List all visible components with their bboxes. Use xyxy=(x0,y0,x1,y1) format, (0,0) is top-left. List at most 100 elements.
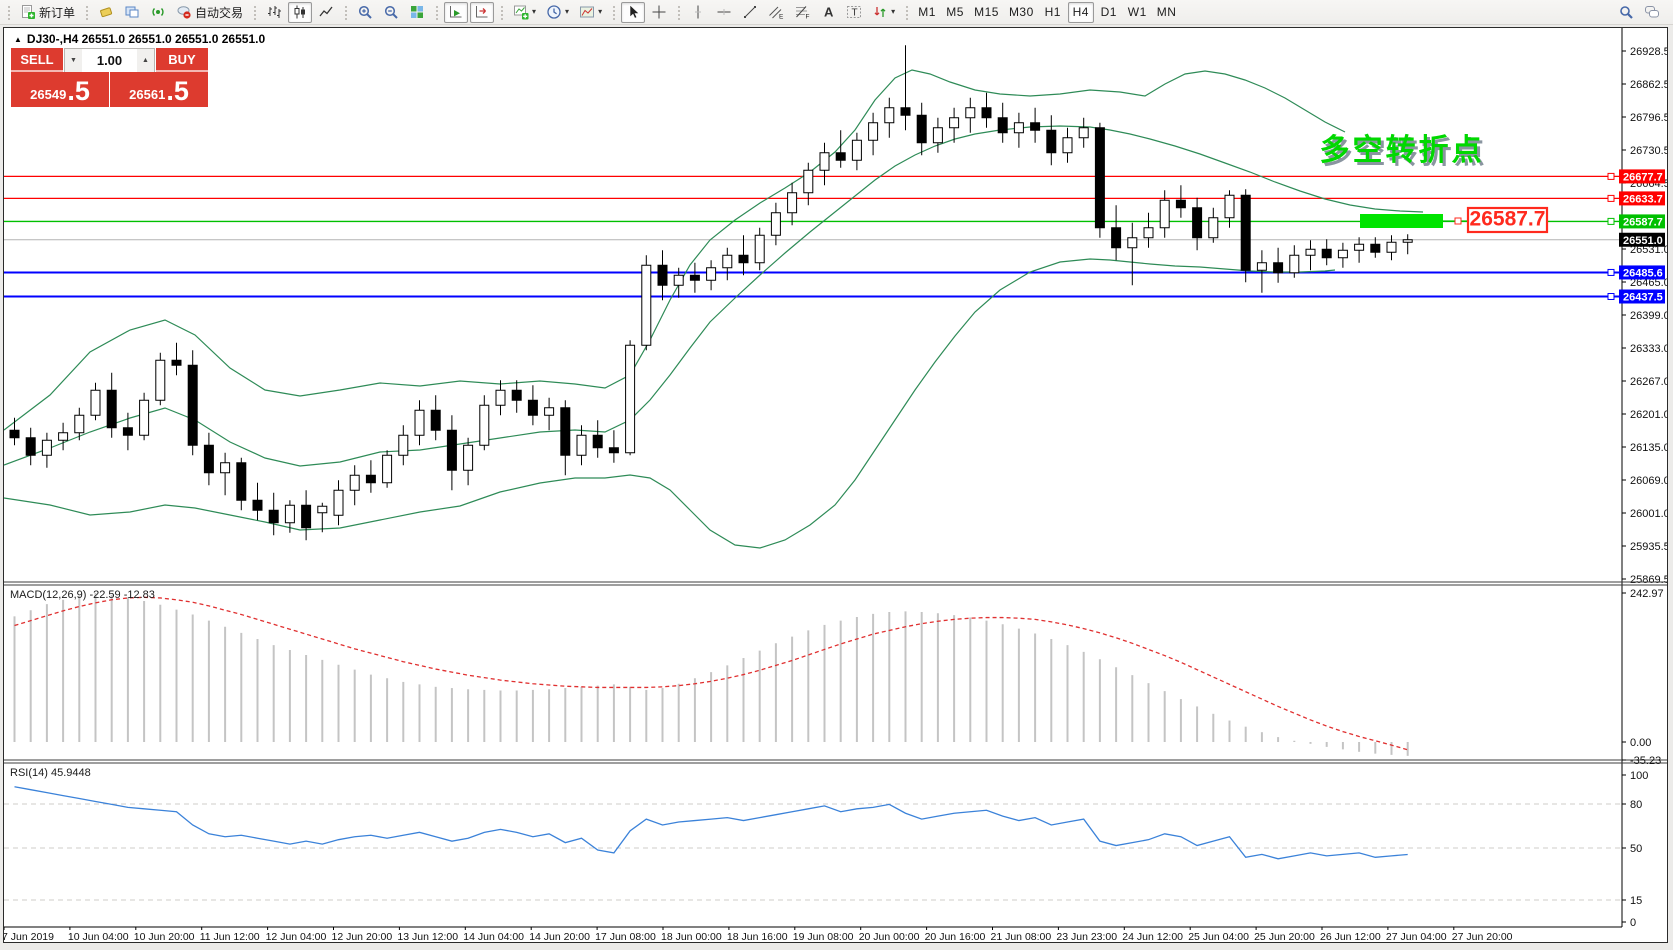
main-toolbar: 新订单 自动交易 ▾ ▾ ▾ E F A T ▾ M1 M5 M15 M30 H1 H4 D1 W1 MN xyxy=(0,0,1673,25)
buy-price-main: 26561 xyxy=(129,87,166,102)
line-endpoint-handle[interactable] xyxy=(1607,293,1615,300)
candle-chart-button[interactable] xyxy=(288,1,313,23)
sell-price[interactable]: 26549 .5 xyxy=(11,72,109,107)
zoom_in-icon xyxy=(358,5,372,19)
one-click-trading-panel: SELL ▼ 1.00 ▲ BUY 26549 .5 26561 .5 xyxy=(11,48,208,107)
buy-price[interactable]: 26561 .5 xyxy=(110,72,208,107)
candle-body xyxy=(479,404,490,446)
candle-body xyxy=(851,139,862,161)
trendline-button[interactable] xyxy=(738,2,762,23)
toolbar-grip[interactable] xyxy=(676,4,682,20)
new-order-button[interactable]: 新订单 xyxy=(16,2,79,23)
collapse-marker-icon[interactable]: ▲ xyxy=(14,34,22,44)
text-button[interactable]: A xyxy=(816,2,840,23)
cursor-button[interactable] xyxy=(621,1,646,23)
chart-shift-button[interactable] xyxy=(470,1,495,23)
zoom-in-button[interactable] xyxy=(353,2,377,23)
price-axis-label: 26069.0 xyxy=(1630,475,1667,487)
time-axis-label: 12 Jun 20:00 xyxy=(332,931,393,942)
tile-windows-button[interactable] xyxy=(405,2,429,23)
toolbar-grip[interactable] xyxy=(6,4,11,20)
new-chart-button[interactable]: ▾ xyxy=(509,2,540,23)
highlight-rectangle[interactable] xyxy=(1360,214,1443,228)
candle-body xyxy=(365,474,376,484)
bar-chart-button[interactable] xyxy=(262,2,286,23)
candle-body xyxy=(1127,237,1138,249)
line-endpoint-handle[interactable] xyxy=(1607,194,1615,202)
timeframe-mn-button[interactable]: MN xyxy=(1153,2,1181,23)
fibonacci-button[interactable]: F xyxy=(790,2,814,23)
price-callout-text: 26587.7 xyxy=(1470,208,1546,231)
channel-button[interactable]: E xyxy=(764,2,788,23)
template-button[interactable]: ▾ xyxy=(575,2,606,23)
arrows-icon xyxy=(874,7,886,17)
timeframe-w1-button[interactable]: W1 xyxy=(1124,2,1151,23)
candle-body xyxy=(1208,217,1219,239)
autotrading-button[interactable]: 自动交易 xyxy=(172,2,247,23)
callout-anchor[interactable] xyxy=(1454,217,1462,225)
macd-axis-label: 0.00 xyxy=(1630,737,1651,749)
candle-body xyxy=(819,152,830,171)
toolbar-grip[interactable] xyxy=(904,4,910,20)
candle-body xyxy=(689,274,700,281)
search-icon xyxy=(1620,6,1633,19)
sell-button[interactable]: SELL xyxy=(11,48,63,72)
line-endpoint-handle[interactable] xyxy=(1607,217,1615,225)
candle-body xyxy=(1013,122,1024,134)
candle-body xyxy=(657,264,668,286)
candle-body xyxy=(446,429,457,471)
toolbar-grip[interactable] xyxy=(611,4,617,20)
auto-scroll-button[interactable] xyxy=(444,1,469,23)
timeframe-d1-button[interactable]: D1 xyxy=(1096,2,1122,23)
toolbar-grip[interactable] xyxy=(499,4,505,20)
timeframe-m5-button[interactable]: M5 xyxy=(942,2,968,23)
buy-button[interactable]: BUY xyxy=(156,48,208,72)
timeframe-m30-button[interactable]: M30 xyxy=(1005,2,1038,23)
zoom-out-button[interactable] xyxy=(379,2,403,23)
toolbar-grip[interactable] xyxy=(434,4,440,20)
candle-body xyxy=(1094,127,1105,229)
price-axis-label: 26201.0 xyxy=(1630,409,1667,421)
period-button[interactable]: ▾ xyxy=(542,2,573,23)
signals-button[interactable] xyxy=(146,2,170,23)
toolbar-grip[interactable] xyxy=(252,4,258,20)
search-button[interactable] xyxy=(1614,2,1638,23)
volume-decrease-button[interactable]: ▼ xyxy=(65,49,82,72)
candle-body xyxy=(284,504,295,524)
crosshair-button[interactable] xyxy=(647,2,671,23)
windows-button[interactable] xyxy=(120,2,144,23)
bollinger-upper-band xyxy=(4,69,1346,431)
horizontal-line-button[interactable] xyxy=(712,2,736,23)
line-endpoint-handle[interactable] xyxy=(1607,268,1615,276)
candle-body xyxy=(560,407,571,456)
rsi-axis-label: 100 xyxy=(1630,770,1648,782)
line-endpoint-handle[interactable] xyxy=(1607,172,1615,180)
crosshair-icon xyxy=(652,5,666,19)
arrows-button[interactable]: ▾ xyxy=(868,2,899,23)
channel-icon: E xyxy=(769,6,784,20)
volume-increase-button[interactable]: ▲ xyxy=(137,49,154,72)
price-axis-label: 25869.5 xyxy=(1630,574,1667,586)
candle-body xyxy=(884,107,895,124)
line-chart-button[interactable] xyxy=(314,2,338,23)
chart-canvas[interactable]: 多空转折点 多空转折点 26587.7 26928.526862.526796.… xyxy=(4,28,1667,942)
timeframe-h4-button[interactable]: H4 xyxy=(1067,1,1094,23)
toolbar-grip[interactable] xyxy=(84,4,90,20)
timeframe-m1-button[interactable]: M1 xyxy=(914,2,940,23)
timeframe-h1-button[interactable]: H1 xyxy=(1040,2,1066,23)
candle-body xyxy=(1256,262,1267,271)
text-label-button[interactable]: T xyxy=(842,2,866,23)
vertical-line-button[interactable] xyxy=(686,2,710,23)
volume-value[interactable]: 1.00 xyxy=(96,53,123,68)
price-callout-box[interactable] xyxy=(1466,206,1549,234)
objects-button[interactable] xyxy=(94,2,118,23)
candle-body xyxy=(74,414,85,434)
button-label: M30 xyxy=(1008,5,1034,19)
svg-text:A: A xyxy=(824,5,834,20)
chat-button[interactable] xyxy=(1640,2,1664,23)
button-label: M5 xyxy=(946,5,964,19)
toolbar-grip[interactable] xyxy=(343,4,349,20)
price-axis-label: 26531.0 xyxy=(1630,244,1667,256)
timeframe-m15-button[interactable]: M15 xyxy=(970,2,1003,23)
chat-icon xyxy=(1645,6,1659,18)
